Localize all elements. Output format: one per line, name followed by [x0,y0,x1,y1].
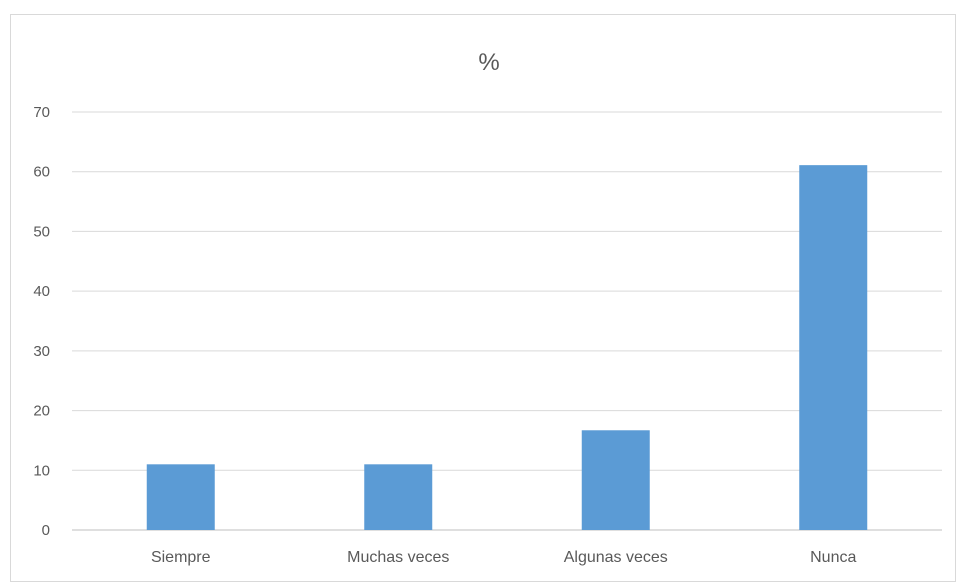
bars [146,165,868,530]
x-tick-label: Siempre [151,549,211,566]
y-tick-label: 10 [33,462,50,479]
y-tick-label: 0 [42,522,50,539]
y-axis-ticks: 0 10 20 30 40 50 60 70 [33,104,50,539]
bar-nunca [799,165,868,530]
gridlines [72,111,942,531]
y-tick-label: 50 [33,223,50,240]
bar-siempre [146,464,215,530]
y-tick-label: 40 [33,283,50,300]
bar-muchas-veces [364,464,433,530]
y-tick-label: 30 [33,343,50,360]
y-tick-label: 70 [33,104,50,121]
x-axis-ticks: Siempre Muchas veces Algunas veces Nunca [151,549,857,566]
x-tick-label: Muchas veces [347,549,449,566]
chart-title: % [478,49,499,76]
x-tick-label: Nunca [810,549,856,566]
y-tick-label: 20 [33,403,50,420]
bar-algunas-veces [581,430,650,530]
y-tick-label: 60 [33,164,50,181]
x-tick-label: Algunas veces [564,549,668,566]
